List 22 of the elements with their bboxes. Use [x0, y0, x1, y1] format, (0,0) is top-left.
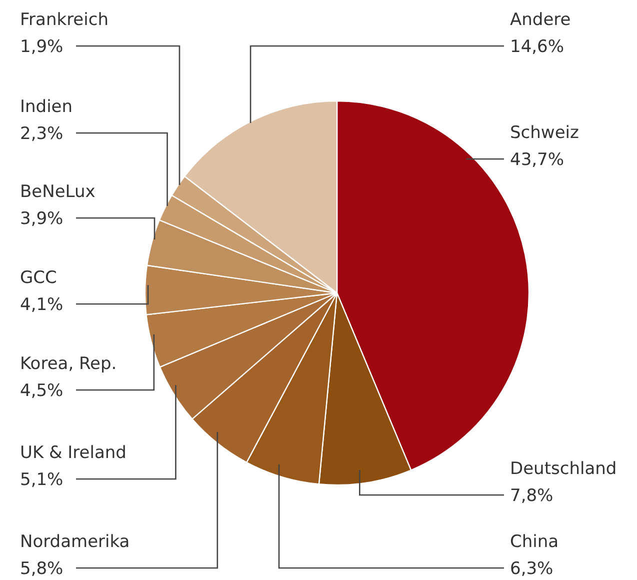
slice-label: BeNeLux	[20, 182, 96, 202]
data-label: 3,9%	[20, 209, 64, 229]
slice-label: GCC	[20, 268, 57, 288]
slice-label: Nordamerika	[20, 532, 130, 552]
slice-label: Frankreich	[20, 10, 108, 30]
slice-label: Deutschland	[510, 459, 617, 479]
data-label: 6,3%	[510, 559, 554, 579]
data-label: 2,3%	[20, 124, 64, 144]
slice-label: UK & Ireland	[20, 443, 126, 463]
slice-label: Schweiz	[510, 123, 579, 143]
data-label: 4,5%	[20, 381, 64, 401]
data-label: 14,6%	[510, 37, 564, 57]
data-label: 7,8%	[510, 486, 554, 506]
data-label: 43,7%	[510, 150, 564, 170]
slice-label: Korea, Rep.	[20, 354, 117, 374]
data-label: 5,1%	[20, 470, 64, 490]
data-label: 1,9%	[20, 37, 64, 57]
slice-label: Andere	[510, 10, 571, 30]
slice-label: Indien	[20, 97, 73, 117]
data-label: 4,1%	[20, 295, 64, 315]
slice-label: China	[510, 532, 559, 552]
data-label: 5,8%	[20, 559, 64, 579]
